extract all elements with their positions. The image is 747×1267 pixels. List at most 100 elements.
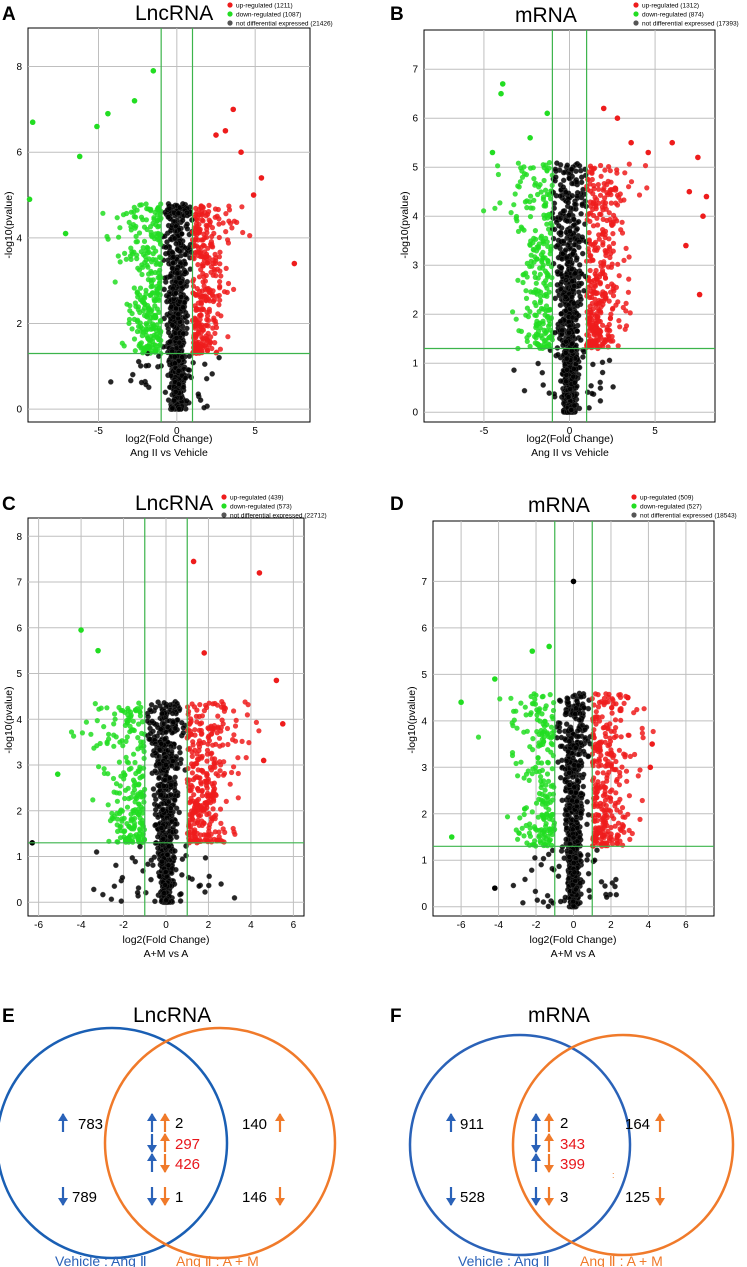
point-up [196, 747, 202, 754]
data-point [222, 127, 229, 134]
point-up [226, 203, 232, 209]
point-ns [574, 328, 580, 334]
point-down [111, 789, 117, 795]
point-up [225, 280, 232, 287]
point-up [602, 275, 609, 281]
point-ns [100, 891, 106, 898]
data-point [489, 149, 496, 156]
point-ns [582, 273, 589, 280]
point-up [593, 273, 599, 279]
point-up [605, 283, 611, 290]
point-up [200, 336, 206, 342]
point-up [610, 240, 617, 246]
panel-b-subtitle: Ang II vs Vehicle [531, 447, 609, 459]
point-ns [563, 355, 570, 362]
point-up [239, 738, 245, 745]
point-ns [171, 796, 178, 803]
point-down [124, 301, 130, 307]
data-point [696, 291, 703, 298]
point-down [115, 828, 121, 835]
point-ns [578, 211, 584, 217]
point-ns [159, 710, 165, 717]
point-up [607, 316, 614, 322]
point-down [530, 289, 537, 295]
point-ns [565, 242, 571, 249]
point-up [189, 770, 195, 776]
point-ns [565, 199, 571, 206]
data-point [256, 570, 263, 576]
point-up [211, 230, 217, 236]
point-ns [185, 367, 192, 373]
panel-b: B mRNA up-regulated (1312)down-regulated… [390, 2, 739, 459]
point-up [206, 202, 212, 208]
point-down [541, 203, 547, 209]
point-down [144, 206, 150, 212]
point-up [639, 797, 645, 804]
point-up [197, 313, 203, 319]
point-ns [569, 278, 576, 284]
point-up [218, 820, 224, 827]
point-ns [564, 367, 570, 373]
point-ns [190, 359, 196, 366]
point-up [253, 719, 259, 726]
point-up [606, 164, 612, 170]
point-ns [563, 338, 569, 345]
point-up [617, 191, 623, 197]
point-ns [162, 736, 168, 742]
point-ns [179, 856, 186, 862]
point-ns [163, 244, 169, 251]
point-down [125, 708, 131, 714]
point-up [195, 320, 201, 326]
point-ns [152, 822, 159, 828]
point-ns [599, 369, 606, 376]
point-ns [566, 212, 572, 218]
point-ns [579, 234, 586, 240]
point-ns [163, 729, 169, 735]
point-up [220, 220, 226, 226]
point-ns [162, 777, 168, 783]
point-ns [168, 791, 174, 798]
point-ns [573, 168, 579, 174]
point-ns [149, 718, 155, 725]
point-ns [181, 299, 188, 306]
point-down [526, 830, 533, 836]
panel-c-ylabel: -log10(pvalue) [3, 686, 15, 753]
point-up [187, 800, 193, 806]
point-down [134, 328, 140, 335]
point-ns [175, 368, 182, 374]
point-down [113, 781, 120, 787]
point-ns [168, 303, 175, 310]
point-ns [178, 294, 184, 300]
point-ns [135, 885, 142, 891]
panel-a-ylabel: -log10(pvalue) [3, 191, 15, 258]
legend-label-up: up-regulated (1211) [236, 2, 293, 9]
point-down [90, 797, 96, 803]
point-down [145, 245, 151, 251]
point-down [148, 268, 154, 274]
point-up [197, 702, 203, 708]
point-down [68, 729, 75, 735]
x-tick-label: -6 [34, 920, 43, 931]
point-ns [161, 783, 167, 789]
point-ns [173, 335, 180, 341]
panel-c-subtitle: A+M vs A [144, 948, 189, 960]
point-up [229, 769, 235, 776]
point-down [141, 346, 147, 352]
point-down [518, 759, 524, 765]
point-up [600, 242, 606, 248]
point-up [216, 216, 222, 222]
point-ns [170, 758, 176, 764]
point-ns [572, 270, 578, 277]
point-up [607, 216, 613, 223]
point-ns [597, 385, 604, 391]
point-ns [578, 337, 584, 343]
point-ns [575, 274, 582, 281]
point-up [212, 786, 218, 792]
point-down [533, 800, 540, 806]
point-ns [568, 205, 574, 211]
point-down [133, 233, 139, 239]
point-ns [93, 849, 100, 855]
point-ns [557, 302, 564, 308]
point-down [124, 836, 130, 842]
point-up [185, 746, 191, 753]
